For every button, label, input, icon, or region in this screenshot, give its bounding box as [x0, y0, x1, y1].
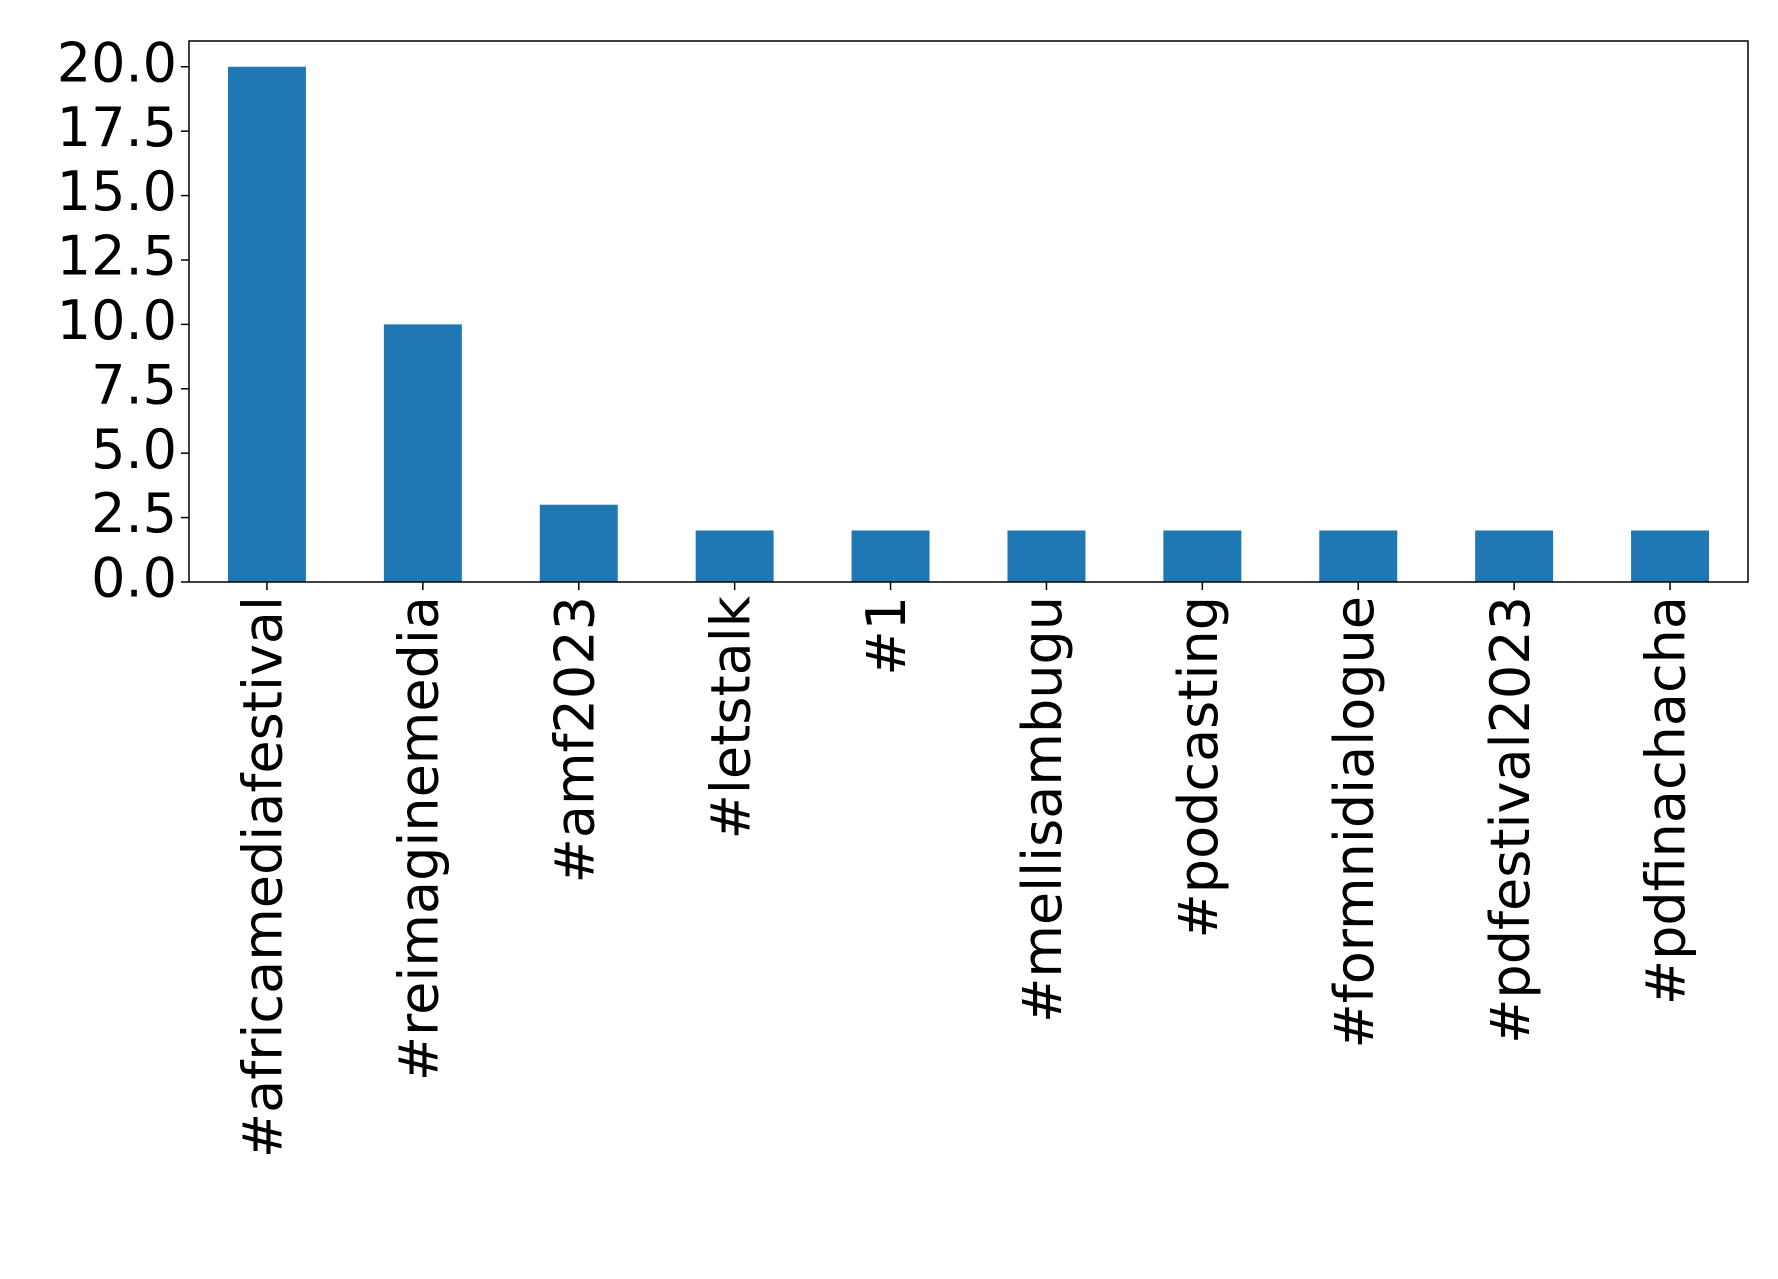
y-tick-label: 20.0: [57, 31, 177, 94]
plot-frame: [188, 40, 1749, 583]
bar: [1319, 530, 1398, 582]
x-tick-label: #pdfestival2023: [1479, 596, 1542, 1044]
x-tick-label: #pdfinachacha: [1635, 596, 1698, 1005]
bar: [851, 530, 930, 582]
y-tick-label: 15.0: [57, 160, 177, 223]
y-tick-label: 12.5: [57, 225, 177, 288]
y-tick-label: 5.0: [91, 418, 177, 481]
bar: [695, 530, 774, 582]
x-tick-label: #mellisambugu: [1011, 596, 1074, 1023]
bar: [539, 504, 618, 582]
x-tick-label: #letstalk: [699, 595, 762, 839]
bar: [1631, 530, 1710, 582]
x-tick-label: #podcasting: [1167, 596, 1230, 938]
bar: [1163, 530, 1242, 582]
x-tick-label: #africamediafestival: [232, 596, 295, 1158]
y-tick-label: 2.5: [91, 482, 177, 545]
bar: [227, 66, 306, 582]
bar: [1007, 530, 1086, 582]
bar: [383, 324, 462, 582]
x-tick-label: #reimaginemedia: [387, 596, 450, 1081]
y-tick-label: 7.5: [91, 353, 177, 416]
y-tick-label: 17.5: [57, 96, 177, 159]
y-tick-label: 10.0: [57, 289, 177, 352]
bar: [1475, 530, 1554, 582]
x-tick-label: #formnidialogue: [1323, 596, 1386, 1049]
y-tick-label: 0.0: [91, 547, 177, 610]
x-tick-label: #1: [855, 596, 918, 676]
x-tick-label: #amf2023: [543, 596, 606, 883]
